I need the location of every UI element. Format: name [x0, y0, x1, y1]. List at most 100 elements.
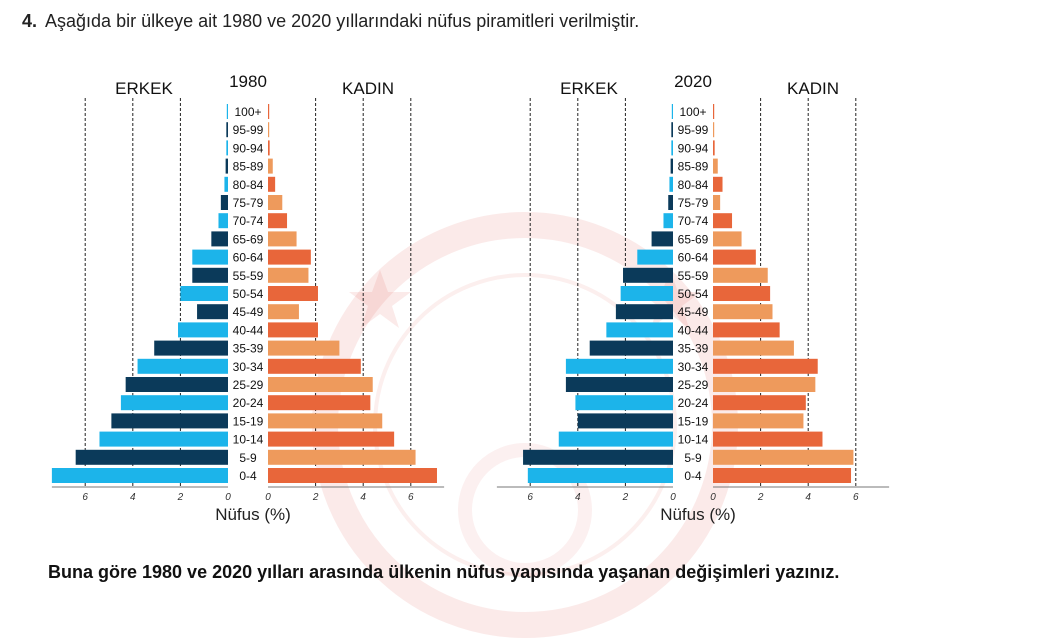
age-group-label: 0-4: [239, 469, 257, 483]
bar-female-100+: [713, 104, 715, 119]
age-group-label: 35-39: [233, 342, 264, 356]
age-group-label: 55-59: [678, 269, 709, 283]
age-group-label: 30-34: [233, 360, 264, 374]
age-group-label: 95-99: [678, 123, 709, 137]
bar-male-25-29: [125, 377, 228, 392]
bar-female-50-54: [713, 286, 771, 301]
bar-male-40-44: [178, 322, 228, 338]
age-group-label: 100+: [234, 105, 261, 119]
age-group-label: 20-24: [233, 396, 264, 410]
age-group-label: 95-99: [233, 123, 264, 137]
bar-female-20-24: [268, 395, 371, 411]
age-group-label: 70-74: [678, 214, 709, 228]
bar-female-15-19: [713, 413, 804, 429]
bar-male-15-19: [111, 413, 228, 429]
male-label: ERKEK: [115, 79, 173, 98]
tick-label-right: 6: [408, 492, 414, 503]
pyramid-1980: 100+ 95-99 90-94 85-89 80-84 75-79 70-74 65-69 6…: [51, 72, 445, 524]
age-group-label: 10-14: [678, 433, 709, 447]
bar-male-60-64: [637, 249, 673, 265]
bar-male-20-24: [120, 395, 228, 411]
bar-male-55-59: [192, 267, 228, 283]
age-group-label: 80-84: [233, 178, 264, 192]
question-text: Aşağıda bir ülkeye ait 1980 ve 2020 yıll…: [45, 11, 640, 31]
tick-label-left: 2: [622, 492, 629, 503]
chart-title: 1980: [229, 72, 267, 91]
bar-male-80-84: [224, 176, 228, 192]
bar-male-50-54: [620, 286, 673, 301]
bar-male-95-99: [226, 122, 228, 138]
bar-female-40-44: [268, 322, 318, 338]
tick-label-right: 2: [757, 492, 764, 503]
bar-male-40-44: [606, 322, 673, 338]
bar-male-45-49: [197, 304, 228, 320]
age-group-label: 90-94: [678, 141, 709, 155]
bar-male-35-39: [154, 340, 228, 356]
age-group-label: 85-89: [233, 160, 264, 174]
bar-male-80-84: [669, 176, 673, 192]
bar-female-25-29: [268, 377, 373, 392]
bar-male-65-69: [211, 231, 228, 247]
pyramid-2020: 100+ 95-99 90-94 85-89 80-84 75-79 70-74 65-69 6…: [496, 72, 890, 524]
age-group-label: 15-19: [233, 414, 264, 428]
age-group-label: 60-64: [678, 251, 709, 265]
bar-female-60-64: [713, 249, 756, 265]
age-group-label: 35-39: [678, 342, 709, 356]
bar-female-75-79: [268, 195, 283, 210]
bar-male-5-9: [523, 449, 673, 465]
bar-male-50-54: [180, 286, 228, 301]
age-group-label: 60-64: [233, 251, 264, 265]
bar-female-85-89: [713, 158, 718, 174]
age-group-label: 65-69: [678, 232, 709, 246]
bar-male-10-14: [558, 431, 673, 447]
tick-label-left: 0: [670, 492, 676, 503]
female-label: KADIN: [342, 79, 394, 98]
age-group-label: 25-29: [233, 378, 264, 392]
bar-male-60-64: [192, 249, 228, 265]
bar-female-90-94: [268, 140, 270, 156]
age-group-label: 55-59: [233, 269, 264, 283]
age-group-label: 10-14: [233, 433, 264, 447]
bar-female-60-64: [268, 249, 311, 265]
bar-female-65-69: [268, 231, 297, 247]
bar-female-45-49: [268, 304, 299, 320]
age-group-label: 90-94: [233, 141, 264, 155]
age-group-label: 70-74: [233, 214, 264, 228]
bar-female-10-14: [713, 431, 823, 447]
tick-label-left: 2: [177, 492, 184, 503]
age-group-label: 50-54: [233, 287, 264, 301]
bar-female-95-99: [268, 122, 270, 138]
age-group-label: 85-89: [678, 160, 709, 174]
tick-label-left: 4: [575, 492, 581, 503]
age-group-label: 100+: [679, 105, 706, 119]
bar-male-20-24: [575, 395, 673, 411]
age-group-label: 65-69: [233, 232, 264, 246]
bar-female-85-89: [268, 158, 273, 174]
bar-female-0-4: [268, 468, 437, 483]
age-group-label: 5-9: [239, 451, 257, 465]
bar-female-35-39: [713, 340, 794, 356]
question: 4. Aşağıda bir ülkeye ait 1980 ve 2020 yı…: [22, 11, 639, 32]
bar-female-55-59: [713, 267, 768, 283]
age-group-label: 40-44: [233, 323, 264, 337]
bar-male-70-74: [663, 213, 673, 229]
bar-female-75-79: [713, 195, 721, 210]
bar-male-85-89: [225, 158, 228, 174]
tick-label-right: 4: [805, 492, 811, 503]
bar-female-50-54: [268, 286, 318, 301]
bar-male-90-94: [671, 140, 673, 156]
bar-female-80-84: [713, 176, 723, 192]
bar-male-45-49: [615, 304, 673, 320]
bar-male-90-94: [226, 140, 228, 156]
bar-female-45-49: [713, 304, 773, 320]
bar-male-30-34: [137, 358, 228, 374]
bar-female-55-59: [268, 267, 309, 283]
tick-label-left: 6: [82, 492, 88, 503]
bar-male-85-89: [670, 158, 673, 174]
tick-label-right: 6: [853, 492, 859, 503]
bar-female-100+: [268, 104, 270, 119]
bar-female-70-74: [713, 213, 733, 229]
female-label: KADIN: [787, 79, 839, 98]
age-group-label: 20-24: [678, 396, 709, 410]
age-group-label: 30-34: [678, 360, 709, 374]
